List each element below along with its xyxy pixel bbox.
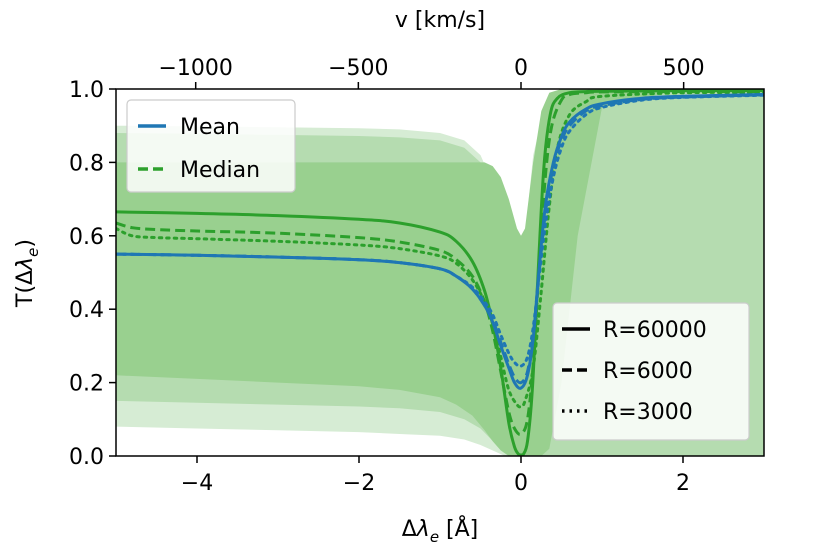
legend-r6000-label: R=6000 <box>603 359 693 384</box>
series-median-r-3000 <box>116 90 764 409</box>
series-lines <box>116 89 764 456</box>
x-tick-label: 2 <box>676 471 690 496</box>
y-tick-label: 0.6 <box>69 225 104 250</box>
axes: −4 −2 0 2 0.0 0.2 0.4 0.6 0.8 1.0 −1000 −500 0 500 <box>69 56 705 496</box>
y-tick-label: 0.0 <box>69 445 104 470</box>
legend-r3000-label: R=3000 <box>603 400 693 425</box>
top-tick-label: −500 <box>328 56 388 81</box>
series-median-r-6000 <box>116 90 764 436</box>
y-tick-label: 0.2 <box>69 372 104 397</box>
y-tick-label: 1.0 <box>69 78 104 103</box>
x-axis-title: Δλe [Å] <box>402 515 479 546</box>
series-median-r-60000 <box>116 89 764 456</box>
top-axis-title: v [km/s] <box>395 8 485 33</box>
y-tick-label: 0.8 <box>69 151 104 176</box>
legend-mean-label: Mean <box>180 115 240 140</box>
legend-median-label: Median <box>180 158 260 183</box>
x-tick-label: −2 <box>343 471 375 496</box>
legend-resolution: R=60000 R=6000 R=3000 <box>552 302 750 441</box>
top-tick-label: −1000 <box>158 56 232 81</box>
series-mean-r-3000 <box>116 93 764 368</box>
top-tick-label: 0 <box>514 56 528 81</box>
x-tick-label: −4 <box>181 471 213 496</box>
legend-stat: Mean Median <box>126 99 296 193</box>
y-tick-label: 0.4 <box>69 298 104 323</box>
plot-frame <box>115 88 765 457</box>
y-axis-title: T(Δλe) <box>13 239 42 308</box>
legend-r60000-label: R=60000 <box>603 318 707 343</box>
x-tick-label: 0 <box>514 471 528 496</box>
top-tick-label: 500 <box>663 56 705 81</box>
series-mean-r-6000 <box>116 93 764 385</box>
